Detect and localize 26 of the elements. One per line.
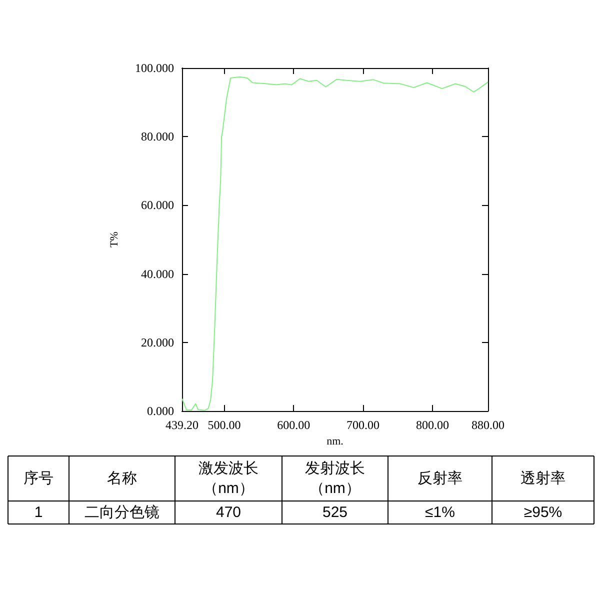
x-tick-label: 600.00 [277,418,310,432]
x-axis-title: nm. [326,435,344,448]
y-tick-label: 40.000 [141,266,174,281]
text: 透射率 [520,470,566,487]
text: 名称 [107,470,137,487]
text: 反射率 [418,470,462,487]
text: 序号 [24,470,54,487]
y-tick-label: 60.000 [141,198,174,212]
x-tick-label: 800.00 [416,418,449,432]
x-tick-label: 880.00 [472,418,504,432]
y-tick-label: 100.000 [135,61,174,75]
text: 525 [322,504,348,521]
text: ≤1% [425,504,455,521]
x-tick-label: 700.00 [346,418,380,432]
y-tick-label: 0.000 [147,404,174,418]
text: 发射波长（nm） [305,460,365,497]
x-tick-label: 439.20 [166,418,198,432]
text: 激发波长（nm） [198,460,258,497]
x-tick-label: 500.00 [208,418,241,432]
text: ≥95% [524,504,562,521]
y-tick-label: 20.000 [141,335,174,350]
text: 二向分色镜 [84,504,160,521]
text: 470 [216,504,242,521]
text: 1 [34,504,43,521]
y-tick-label: 80.000 [141,130,174,144]
y-axis-title: T% [108,232,120,248]
